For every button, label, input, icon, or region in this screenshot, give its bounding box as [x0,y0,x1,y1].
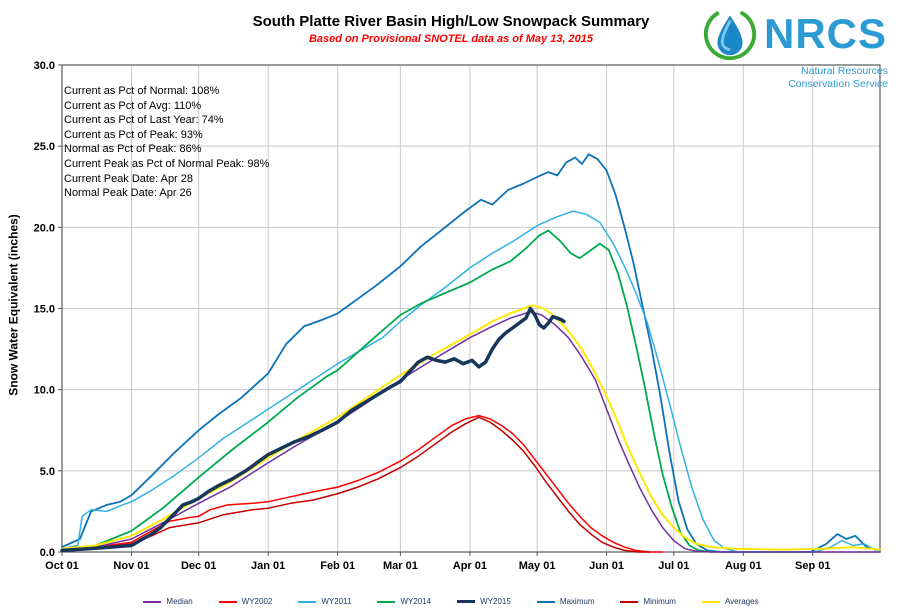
stat-line: Current Peak as Pct of Normal Peak: 98% [64,157,270,170]
legend-label: Minimum [643,597,676,606]
chart-subtitle: Based on Provisional SNOTEL data as of M… [308,33,594,45]
series-line-wy2015 [60,306,566,553]
legend-label: WY2011 [321,597,352,606]
nrcs-logo: NRCS Natural Resources Conservation Serv… [702,6,892,91]
nrcs-water-drop-icon [703,7,757,61]
legend-item-wy2015: WY2015 [457,597,511,606]
series-line-wy2014 [61,229,713,553]
summary-stats-block: Current as Pct of Normal: 108% Current as… [64,84,269,201]
legend-item-wy2002: WY2002 [218,597,273,606]
legend-label: WY2002 [241,597,273,606]
legend-swatch-wy2014 [377,600,396,603]
legend-label: WY2015 [480,597,511,606]
y-axis-label: Snow Water Equivalent (inches) [6,214,21,396]
x-tick-label: Oct 01 [45,560,79,572]
legend-item-minimum: Minimum [620,597,676,606]
x-tick-label: Jan 01 [251,560,285,572]
legend-swatch-median [143,600,162,603]
series-line-median [61,310,881,553]
legend-swatch-maximum [536,600,555,603]
y-tick-label: 25.0 [34,141,55,153]
legend-item-wy2014: WY2014 [377,597,431,606]
nrcs-org-name: Natural Resources Conservation Service [702,65,892,91]
chart-title: South Platte River Basin High/Low Snowpa… [252,13,650,30]
stat-line: Current as Pct of Avg: 110% [64,99,202,112]
legend-swatch-wy2011 [298,600,317,603]
stat-line: Current as Pct of Last Year: 74% [64,114,224,127]
x-tick-label: Nov 01 [113,560,149,572]
legend-swatch-wy2015 [457,600,476,603]
stat-line: Current Peak Date: Apr 28 [64,172,194,185]
legend-label: Averages [724,597,759,606]
x-tick-label: Dec 01 [181,560,216,572]
x-tick-label: Mar 01 [383,560,418,572]
y-tick-label: 10.0 [34,385,55,397]
legend-swatch-averages [701,600,720,603]
x-tick-label: Jun 01 [589,560,624,572]
stat-line: Normal Peak Date: Apr 26 [64,187,192,200]
nrcs-logo-row: NRCS [702,6,892,62]
series-line-wy2011 [61,210,881,553]
x-tick-label: Sep 01 [795,560,830,572]
x-tick-label: Apr 01 [453,560,487,572]
legend-swatch-minimum [620,600,639,603]
x-tick-label: Aug 01 [725,560,762,572]
series-line-minimum [61,416,650,553]
x-tick-label: Jul 01 [658,560,689,572]
legend-label: Maximum [559,597,595,606]
y-tick-label: 15.0 [34,304,55,316]
x-tick-label: May 01 [519,560,556,572]
legend-label: WY2014 [400,597,432,606]
y-tick-label: 20.0 [34,222,55,234]
nrcs-org-line2: Conservation Service [788,78,888,90]
chart-legend: Median WY2002 WY2011 WY2014 WY2015 Maximum Min… [0,597,902,606]
legend-item-wy2011: WY2011 [298,597,351,606]
series-line-averages [61,304,881,551]
series-line-maximum [61,153,881,553]
stat-line: Normal as Pct of Peak: 86% [64,143,202,156]
legend-item-averages: Averages [701,597,759,606]
y-tick-label: 30.0 [34,60,55,72]
legend-swatch-wy2002 [218,600,237,603]
legend-label: Median [166,597,193,606]
stat-line: Current as Pct of Normal: 108% [64,85,220,97]
y-tick-label: 5.0 [40,466,55,478]
series-line-wy2002 [61,414,664,553]
nrcs-acronym: NRCS [764,10,888,57]
x-tick-label: Feb 01 [320,560,355,572]
nrcs-org-line1: Natural Resources [801,65,888,77]
legend-item-maximum: Maximum [536,597,595,606]
stat-line: Current as Pct of Peak: 93% [64,128,203,141]
legend-item-median: Median [143,597,193,606]
y-tick-label: 0.0 [40,547,55,559]
